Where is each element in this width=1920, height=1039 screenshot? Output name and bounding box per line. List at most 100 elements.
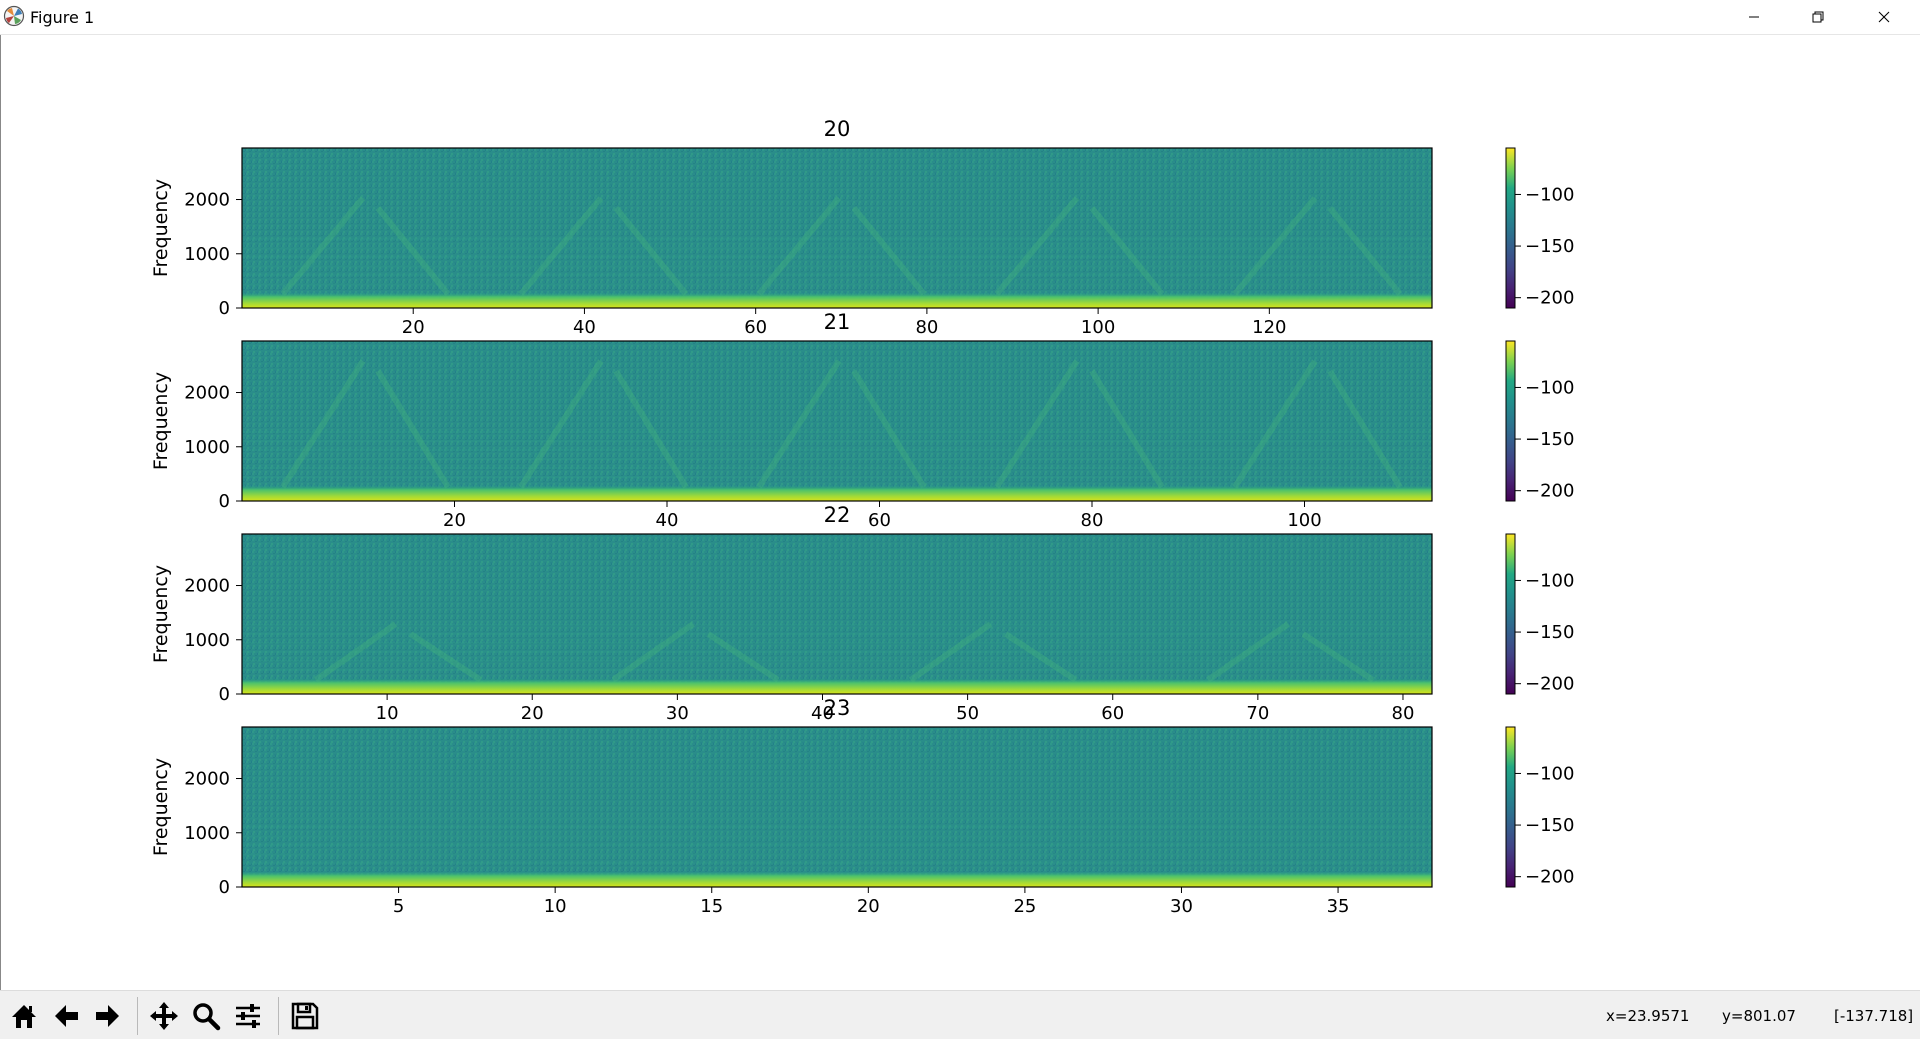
spectrogram-image <box>242 341 1432 501</box>
colorbar-tick-label: −100 <box>1525 763 1574 784</box>
y-tick-label: 0 <box>219 684 230 705</box>
home-icon <box>12 1005 36 1028</box>
home-button[interactable] <box>6 998 42 1034</box>
colorbar-tick-label: −150 <box>1525 429 1574 450</box>
colorbar-tick-label: −150 <box>1525 236 1574 257</box>
colorbar-tick-label: −100 <box>1525 377 1574 398</box>
spectrogram-band <box>242 274 1432 276</box>
x-tick-label: 40 <box>656 510 679 531</box>
spectrogram-image <box>242 727 1432 887</box>
title-bar: Figure 1 <box>0 0 1920 35</box>
x-tick-label: 25 <box>1013 896 1036 917</box>
subplot-title: 20 <box>824 117 851 141</box>
x-tick-label: 100 <box>1081 317 1115 338</box>
restore-button[interactable] <box>1786 0 1850 34</box>
x-tick-label: 20 <box>402 317 425 338</box>
forward-button[interactable] <box>90 998 126 1034</box>
back-button[interactable] <box>48 998 84 1034</box>
y-tick-label: 0 <box>219 298 230 319</box>
colorbar: −100 −150 −200 <box>1505 340 1574 502</box>
y-tick-label: 1000 <box>184 437 230 458</box>
move-icon <box>150 1002 178 1030</box>
matplotlib-logo-icon <box>3 5 25 27</box>
configure-subplots-button[interactable] <box>230 998 266 1034</box>
x-tick-label: 40 <box>573 317 596 338</box>
subplot-23: 23 5 10 15 20 25 30 35 0 1000 2000 Frequency −100 −15… <box>150 696 1574 917</box>
spectrogram-image <box>242 534 1432 694</box>
figure-client-area <box>0 35 1920 990</box>
spectrogram-band <box>242 283 1432 285</box>
spectrogram-sweep <box>280 196 451 296</box>
colorbar-gradient <box>1505 533 1516 695</box>
x-tick-label: 80 <box>1081 510 1104 531</box>
x-tick-label: 5 <box>393 896 404 917</box>
x-tick-label: 15 <box>700 896 723 917</box>
pan-button[interactable] <box>146 998 182 1034</box>
y-axis-label: Frequency <box>150 372 172 470</box>
x-tick-label: 80 <box>915 317 938 338</box>
x-tick-label: 30 <box>1170 896 1193 917</box>
sliders-icon <box>236 1004 260 1028</box>
cursor-value-readout: [-137.718] <box>1834 1007 1914 1025</box>
colorbar-gradient <box>1505 726 1516 888</box>
spectrogram-band <box>242 440 1432 442</box>
x-tick-label: 30 <box>666 703 689 724</box>
spectrogram-sweep <box>994 196 1165 296</box>
cursor-y-readout: y=801.07 <box>1722 1007 1796 1025</box>
x-tick-label: 100 <box>1287 510 1321 531</box>
minimize-icon <box>1749 16 1759 18</box>
close-icon <box>1878 11 1890 23</box>
subplot-22: 22 10 20 30 40 50 60 70 80 0 1000 2000 Frequency −100… <box>150 503 1574 724</box>
y-tick-label: 1000 <box>184 630 230 651</box>
spectrogram-sweep <box>611 621 780 683</box>
spectrogram-band <box>242 660 1432 662</box>
colorbar-tick-label: −100 <box>1525 570 1574 591</box>
y-tick-label: 1000 <box>184 823 230 844</box>
zoom-button[interactable] <box>188 998 224 1034</box>
x-tick-label: 120 <box>1252 317 1286 338</box>
spectrogram-sweep <box>280 359 451 489</box>
floppy-icon <box>291 1002 319 1030</box>
y-tick-label: 2000 <box>184 576 230 597</box>
x-tick-label: 50 <box>956 703 979 724</box>
restore-icon <box>1812 11 1824 23</box>
x-tick-label: 60 <box>1101 703 1124 724</box>
colorbar-tick-label: −200 <box>1525 481 1574 502</box>
spectrogram-sweep <box>908 621 1078 683</box>
subplot-title: 21 <box>824 310 851 334</box>
navigation-toolbar: x=23.9571 y=801.07 [-137.718] <box>0 990 1920 1039</box>
toolbar-separator <box>137 997 138 1035</box>
spectrogram-sweep <box>1232 196 1403 296</box>
spectrogram-band <box>242 467 1432 469</box>
spectrogram-low-freq-band <box>242 678 1432 694</box>
y-axis-label: Frequency <box>150 565 172 663</box>
colorbar-tick-label: −150 <box>1525 815 1574 836</box>
spectrogram-band <box>242 835 1432 837</box>
spectrogram-band <box>242 826 1432 828</box>
spectrogram-low-freq-band <box>242 871 1432 887</box>
y-axis-label: Frequency <box>150 758 172 856</box>
spectrogram-band <box>242 247 1432 249</box>
spectrogram-band <box>242 642 1432 644</box>
x-tick-label: 20 <box>443 510 466 531</box>
save-button[interactable] <box>287 998 323 1034</box>
colorbar-gradient <box>1505 147 1516 309</box>
minimize-button[interactable] <box>1722 0 1786 34</box>
arrow-left-icon <box>55 1005 78 1027</box>
window-title: Figure 1 <box>30 8 95 27</box>
spectrogram-sweep <box>1206 621 1375 683</box>
spectrogram-low-freq-band <box>242 292 1432 308</box>
spectrogram-band <box>242 265 1432 267</box>
spectrogram-band <box>242 458 1432 460</box>
spectrogram-sweep <box>518 196 689 296</box>
axes-frame <box>241 340 1433 502</box>
close-button[interactable] <box>1852 0 1916 34</box>
colorbar-tick-label: −200 <box>1525 674 1574 695</box>
spectrogram-band <box>242 844 1432 846</box>
spectrogram-sweep <box>994 359 1165 489</box>
spectrogram-band <box>242 853 1432 855</box>
colorbar-tick-label: −200 <box>1525 867 1574 888</box>
